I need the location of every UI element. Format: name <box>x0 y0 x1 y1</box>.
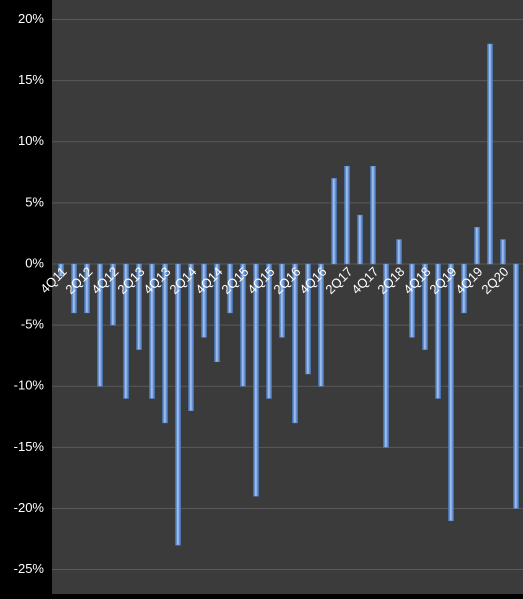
bar <box>227 263 233 314</box>
bar <box>201 263 207 338</box>
y-tick-label: 10% <box>18 133 44 148</box>
bar <box>318 263 324 387</box>
bar <box>266 263 272 399</box>
bar <box>162 263 168 424</box>
bar <box>305 263 311 375</box>
bar <box>279 263 285 338</box>
y-tick-label: 0% <box>25 255 44 270</box>
bar <box>513 263 519 509</box>
bar <box>474 227 480 265</box>
y-tick-label: 5% <box>25 194 44 209</box>
bar <box>344 165 350 265</box>
bar <box>448 263 454 521</box>
bar <box>175 263 181 546</box>
bar <box>357 214 363 265</box>
y-tick-label: 15% <box>18 72 44 87</box>
plot-area <box>52 0 523 594</box>
bar <box>123 263 129 399</box>
bar <box>97 263 103 387</box>
bar <box>253 263 259 497</box>
bar <box>149 263 155 399</box>
y-tick-label: -10% <box>14 378 45 393</box>
bar <box>110 263 116 326</box>
y-tick-label: -25% <box>14 561 45 576</box>
bar <box>396 239 402 265</box>
bar <box>500 239 506 265</box>
bar <box>461 263 467 314</box>
bar <box>409 263 415 338</box>
bar <box>71 263 77 314</box>
bar <box>292 263 298 424</box>
y-tick-label: 20% <box>18 11 44 26</box>
bar <box>84 263 90 314</box>
y-tick-label: -5% <box>21 317 45 332</box>
axis-panel <box>0 0 52 594</box>
bar <box>188 263 194 411</box>
bar <box>435 263 441 399</box>
bar <box>58 263 64 277</box>
y-tick-label: -20% <box>14 500 45 515</box>
y-tick-label: -15% <box>14 439 45 454</box>
bar <box>383 263 389 448</box>
bar <box>136 263 142 350</box>
bar <box>214 263 220 363</box>
bar <box>240 263 246 387</box>
bar <box>331 178 337 265</box>
bar <box>487 43 493 265</box>
bar <box>370 165 376 265</box>
bar <box>422 263 428 350</box>
